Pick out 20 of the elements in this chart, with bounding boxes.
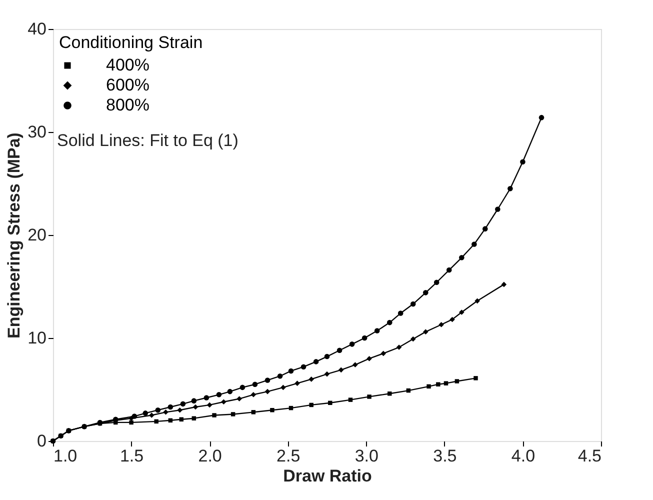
y-tick-label: 30: [28, 122, 46, 142]
legend-label: 400%: [106, 56, 150, 74]
x-tick-label: 1.5: [120, 446, 144, 466]
y-tick-label: 40: [28, 20, 46, 38]
y-tick-label: 0: [37, 432, 46, 450]
y-axis-title: Engineering Stress (MPa): [4, 132, 24, 338]
legend-title: Conditioning Strain: [59, 33, 203, 52]
y-tick-label: 20: [28, 226, 46, 244]
x-tick-label: 2.0: [198, 446, 222, 466]
legend-label: 600%: [106, 76, 150, 94]
x-axis-title: Draw Ratio: [283, 466, 372, 486]
x-tick-label: 2.5: [276, 446, 300, 466]
x-tick-label: 3.5: [433, 446, 457, 466]
legend-label: 800%: [106, 96, 150, 114]
x-tick-label: 4.5: [578, 446, 602, 466]
x-tick-label: 3.0: [354, 446, 378, 466]
x-tick-label: 1.0: [54, 446, 78, 466]
annotation: Solid Lines: Fit to Eq (1): [57, 131, 238, 150]
y-tick-label: 10: [28, 328, 46, 348]
x-tick-label: 4.0: [511, 446, 536, 466]
